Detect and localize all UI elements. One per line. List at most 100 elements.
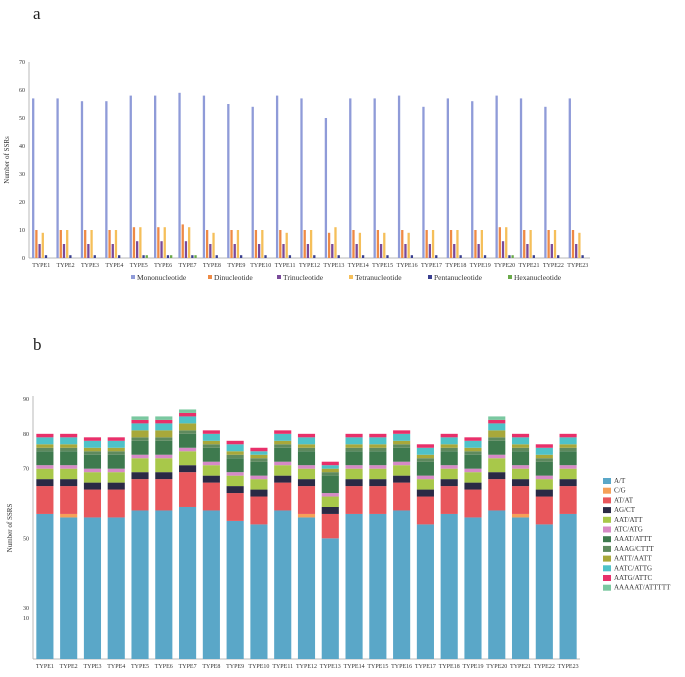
stack-segment	[488, 458, 506, 473]
x-tick-label: TYPE12	[296, 664, 317, 670]
stack-segment	[226, 458, 244, 473]
stack-segment	[345, 513, 363, 659]
bar-mononucleotide	[251, 106, 254, 258]
stack-segment	[60, 433, 78, 438]
x-tick-label: TYPE9	[226, 664, 244, 670]
y-tick-label: 80	[23, 432, 29, 438]
stack-segment	[250, 454, 268, 459]
bar-dinucleotide	[498, 227, 501, 258]
stack-segment	[107, 440, 125, 448]
x-tick-label: TYPE11	[272, 664, 293, 670]
stack-segment	[488, 437, 506, 441]
legend-label: ATC/ATG	[614, 526, 643, 534]
stack-segment	[464, 482, 482, 490]
stack-segment	[369, 437, 387, 445]
stack-segment	[36, 513, 54, 659]
stack-segment	[464, 454, 482, 469]
stack-segment	[202, 465, 220, 476]
stack-segment	[60, 447, 78, 452]
stack-segment	[107, 454, 125, 469]
stack-segment	[60, 468, 78, 480]
legend-label: C/G	[614, 487, 626, 495]
stack-segment	[511, 513, 530, 518]
stack-segment	[393, 475, 411, 483]
legend-label: AAAT/ATTT	[614, 535, 652, 543]
legend-swatch	[603, 526, 611, 533]
x-tick-label: TYPE8	[203, 263, 221, 269]
stack-segment	[559, 444, 577, 448]
stack-segment	[107, 482, 125, 490]
stack-segment	[202, 475, 220, 483]
bar-tetranucleotide	[578, 232, 581, 258]
stack-segment	[179, 465, 197, 473]
bar-trinucleotide	[111, 244, 114, 258]
stack-segment	[535, 496, 553, 525]
stack-segment	[36, 465, 54, 469]
stack-segment	[393, 465, 411, 476]
bar-tetranucleotide	[309, 230, 313, 258]
legend-swatch	[603, 497, 611, 504]
bar-tetranucleotide	[212, 232, 215, 258]
stack-segment	[155, 440, 173, 455]
legend-swatch-mononucleotide	[131, 275, 135, 279]
stack-segment	[155, 419, 173, 424]
bar-tetranucleotide	[553, 230, 557, 258]
stack-segment	[83, 451, 102, 455]
y-tick-label: 70	[23, 467, 29, 473]
stack-segment	[83, 447, 102, 452]
bar-dinucleotide	[449, 230, 453, 258]
x-tick-label: TYPE15	[367, 664, 388, 670]
x-tick-label: TYPE22	[543, 263, 564, 269]
bar-dinucleotide	[425, 230, 428, 258]
y-tick-label: 30	[19, 172, 25, 178]
legend-swatch-pentanucleotide	[428, 275, 432, 279]
stack-segment	[60, 451, 78, 466]
stack-segment	[36, 437, 54, 445]
bar-dinucleotide	[59, 230, 62, 258]
stack-segment	[297, 479, 316, 487]
bar-mononucleotide	[495, 95, 498, 258]
x-tick-label: TYPE11	[275, 263, 296, 269]
bar-trinucleotide	[38, 244, 41, 258]
bar-pentanucleotide	[69, 255, 72, 258]
legend-label: AAT/ATT	[614, 516, 643, 524]
stack-segment	[369, 479, 387, 487]
stack-segment	[155, 423, 173, 431]
stack-segment	[393, 440, 411, 445]
bar-tetranucleotide	[114, 230, 118, 258]
bar-pentanucleotide	[118, 255, 121, 258]
x-tick-label: TYPE16	[391, 664, 412, 670]
stack-segment	[345, 447, 363, 452]
bar-dinucleotide	[352, 230, 355, 258]
stack-segment	[226, 493, 244, 521]
bar-mononucleotide	[422, 106, 425, 258]
stack-segment	[321, 513, 339, 539]
stack-segment	[393, 447, 411, 462]
bar-pentanucleotide	[142, 255, 145, 258]
bar-tetranucleotide	[66, 230, 69, 258]
stack-segment	[107, 472, 125, 483]
stack-segment	[83, 437, 102, 441]
bar-mononucleotide	[373, 98, 376, 259]
bar-pentanucleotide	[337, 255, 340, 258]
bar-pentanucleotide	[410, 255, 414, 258]
stack-segment	[83, 482, 102, 490]
bar-trinucleotide	[331, 244, 334, 258]
x-tick-label: TYPE9	[227, 263, 245, 269]
stack-segment	[511, 437, 530, 445]
y-tick-label: 40	[19, 144, 25, 150]
bar-trinucleotide	[501, 241, 505, 258]
stack-segment	[464, 437, 482, 441]
stack-segment	[107, 517, 125, 659]
legend-swatch	[603, 516, 611, 523]
stack-segment	[131, 440, 149, 455]
legend-swatch	[603, 507, 611, 514]
stack-segment	[440, 513, 458, 659]
x-tick-label: TYPE2	[60, 664, 78, 670]
bar-trinucleotide	[160, 241, 163, 258]
stack-segment	[155, 416, 173, 420]
legend-swatch	[603, 478, 611, 484]
x-tick-label: TYPE23	[567, 263, 588, 269]
legend-label-tetranucleotide: Tetranucleotide	[355, 273, 402, 282]
bar-tetranucleotide	[431, 230, 435, 258]
